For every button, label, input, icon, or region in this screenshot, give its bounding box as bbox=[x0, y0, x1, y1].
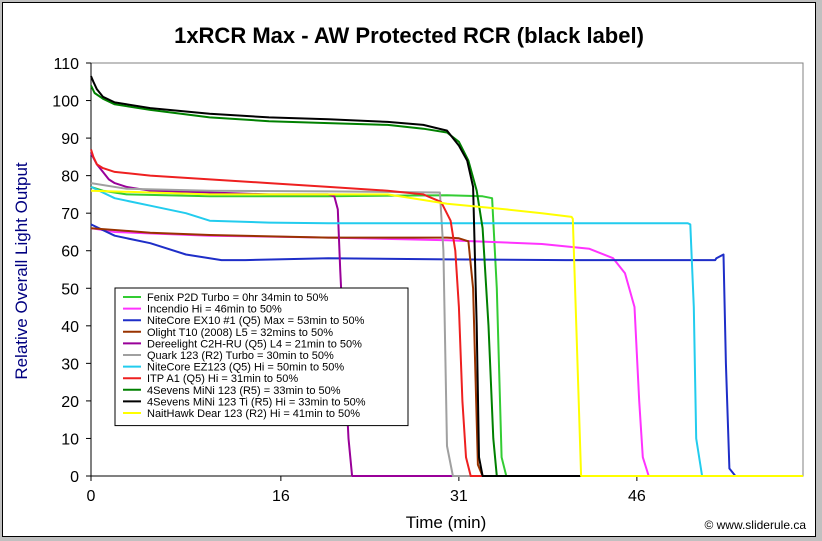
legend-entry: NiteCore EZ123 (Q5) Hi = 50min to 50% bbox=[147, 362, 344, 374]
y-tick-label: 100 bbox=[52, 94, 79, 111]
chart-frame: 1xRCR Max - AW Protected RCR (black labe… bbox=[2, 2, 816, 537]
legend-entry: Incendio Hi = 46min to 50% bbox=[147, 304, 282, 316]
x-tick-label: 0 bbox=[87, 488, 96, 505]
series-line-3 bbox=[90, 223, 803, 477]
x-tick-label: 31 bbox=[450, 488, 468, 505]
y-axis-title: Relative Overall Light Output bbox=[12, 162, 31, 380]
legend-box bbox=[114, 287, 409, 427]
y-tick-label: 20 bbox=[61, 394, 79, 411]
series-line-10 bbox=[90, 75, 803, 477]
legend-entry: NiteCore EX10 #1 (Q5) Max = 53min to 50% bbox=[147, 315, 365, 327]
y-tick-label: 110 bbox=[53, 56, 79, 73]
series-line-7 bbox=[90, 185, 803, 477]
y-tick-label: 70 bbox=[61, 206, 79, 223]
x-axis-title: Time (min) bbox=[406, 513, 487, 532]
series-line-11 bbox=[90, 189, 803, 477]
chart-title: 1xRCR Max - AW Protected RCR (black labe… bbox=[174, 23, 644, 48]
y-tick-label: 0 bbox=[70, 469, 79, 486]
y-tick-label: 60 bbox=[61, 244, 79, 261]
legend-entry: Olight T10 (2008) L5 = 32mins to 50% bbox=[147, 327, 333, 339]
light-output-chart: 1xRCR Max - AW Protected RCR (black labe… bbox=[12, 23, 806, 532]
series-line-9 bbox=[90, 85, 803, 477]
y-tick-label: 30 bbox=[61, 356, 79, 373]
y-tick-label: 40 bbox=[61, 319, 79, 336]
y-tick-label: 50 bbox=[61, 281, 79, 298]
legend-entry: 4Sevens MiNi 123 Ti (R5) Hi = 33min to 5… bbox=[147, 396, 366, 408]
legend-entry: Dereelight C2H-RU (Q5) L4 = 21min to 50% bbox=[147, 338, 362, 350]
y-tick-label: 90 bbox=[61, 131, 79, 148]
credit-text: © www.sliderule.ca bbox=[704, 518, 806, 532]
series-line-8 bbox=[90, 149, 803, 477]
y-tick-label: 10 bbox=[61, 431, 79, 448]
legend-entry: NaitHawk Dear 123 (R2) Hi = 41min to 50% bbox=[147, 408, 360, 420]
legend-entry: Quark 123 (R2) Turbo = 30min to 50% bbox=[147, 350, 334, 362]
series-line-6 bbox=[90, 182, 803, 477]
x-tick-label: 46 bbox=[628, 488, 646, 505]
legend-entry: Fenix P2D Turbo = 0hr 34min to 50% bbox=[147, 292, 329, 304]
legend-entry: 4Sevens MiNi 123 (R5) = 33min to 50% bbox=[147, 385, 341, 397]
x-tick-label: 16 bbox=[272, 488, 290, 505]
legend-entry: ITP A1 (Q5) Hi = 31min to 50% bbox=[147, 373, 298, 385]
y-tick-label: 80 bbox=[61, 169, 79, 186]
